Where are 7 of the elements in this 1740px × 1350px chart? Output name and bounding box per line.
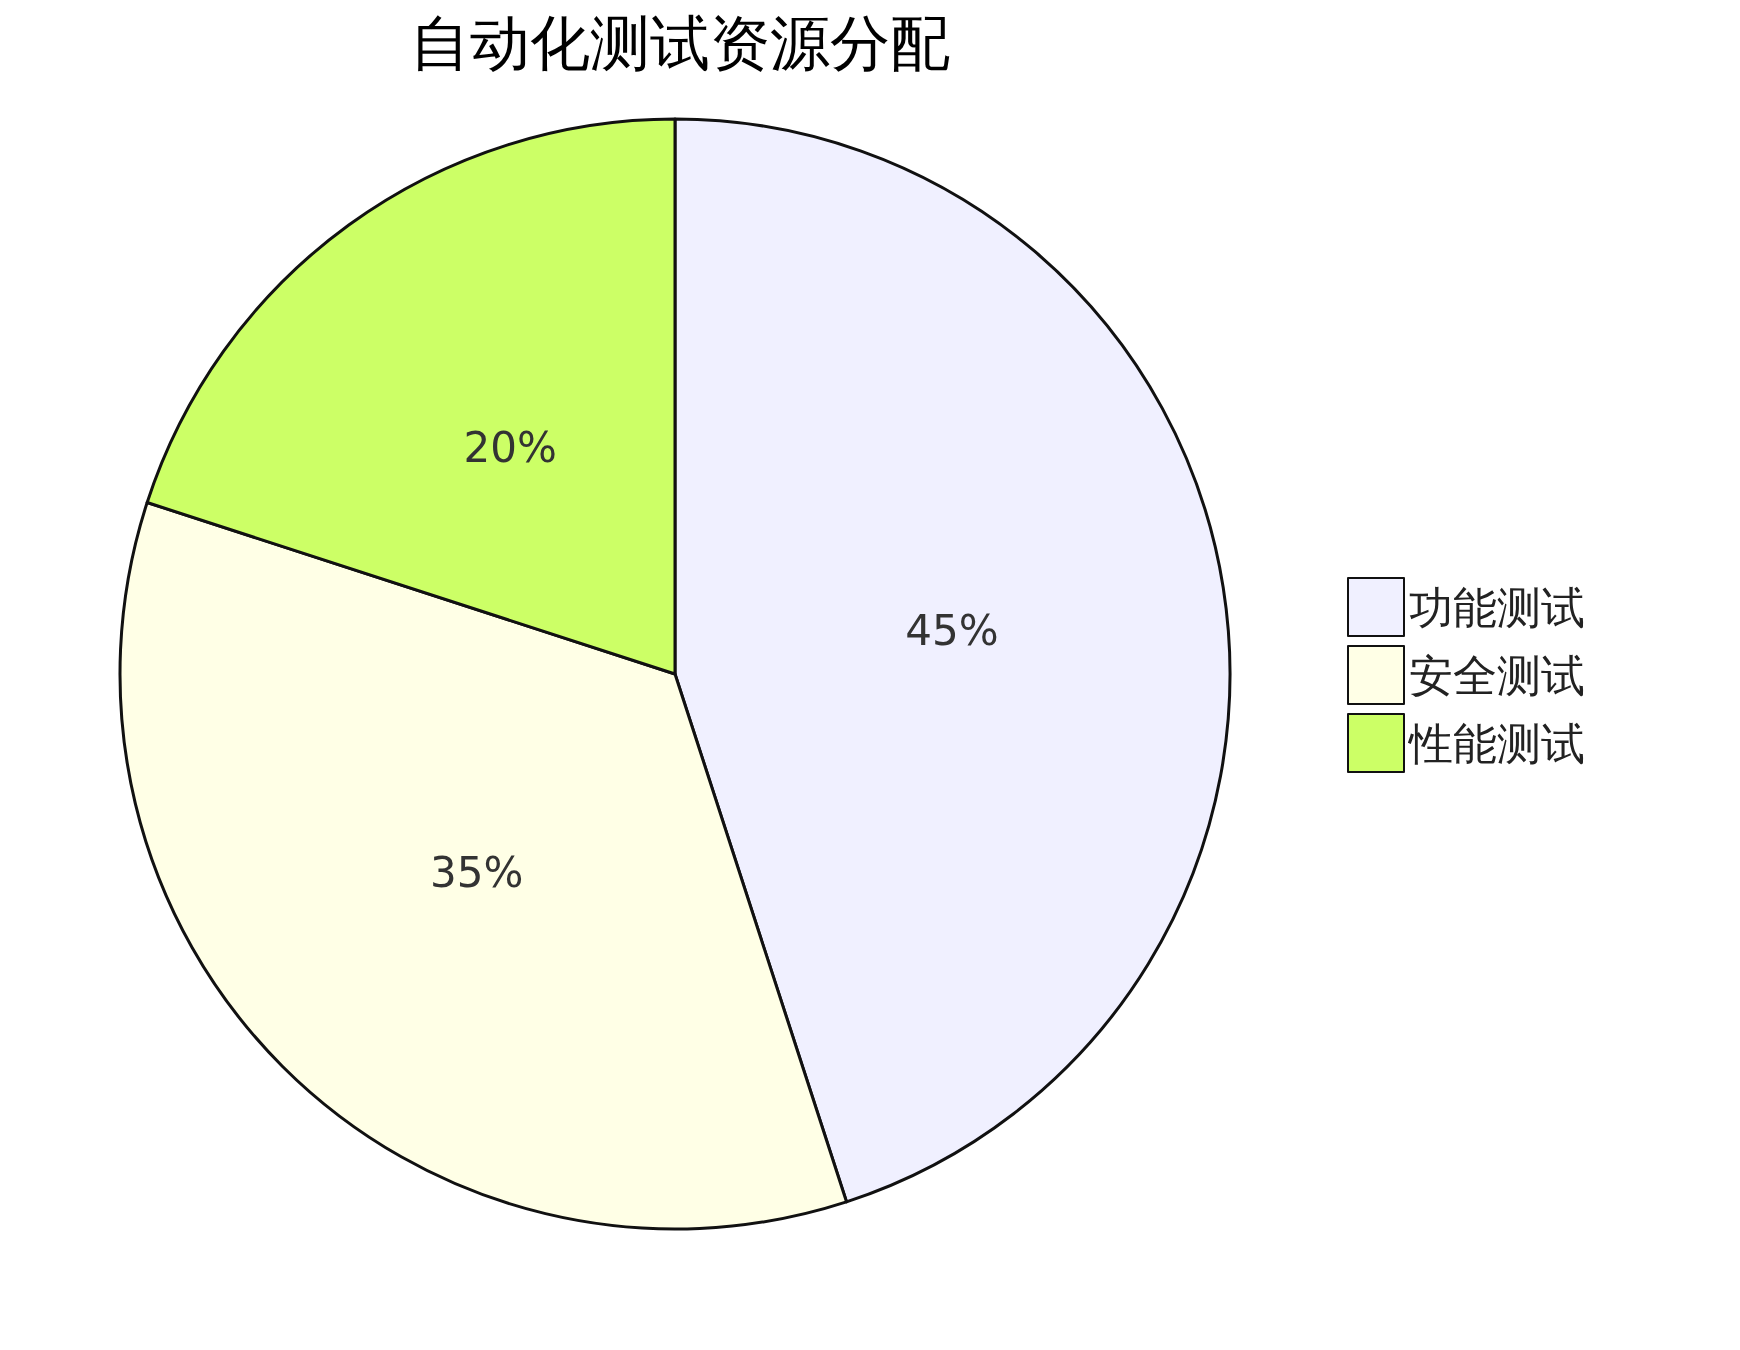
data-label: 20%	[463, 422, 557, 472]
legend-label: 功能测试	[1409, 581, 1585, 633]
legend-label: 性能测试	[1407, 717, 1585, 769]
legend-label: 安全测试	[1409, 649, 1585, 701]
chart-title: 自动化测试资源分配	[410, 8, 950, 78]
data-label: 45%	[905, 605, 999, 655]
data-label: 35%	[429, 847, 524, 897]
